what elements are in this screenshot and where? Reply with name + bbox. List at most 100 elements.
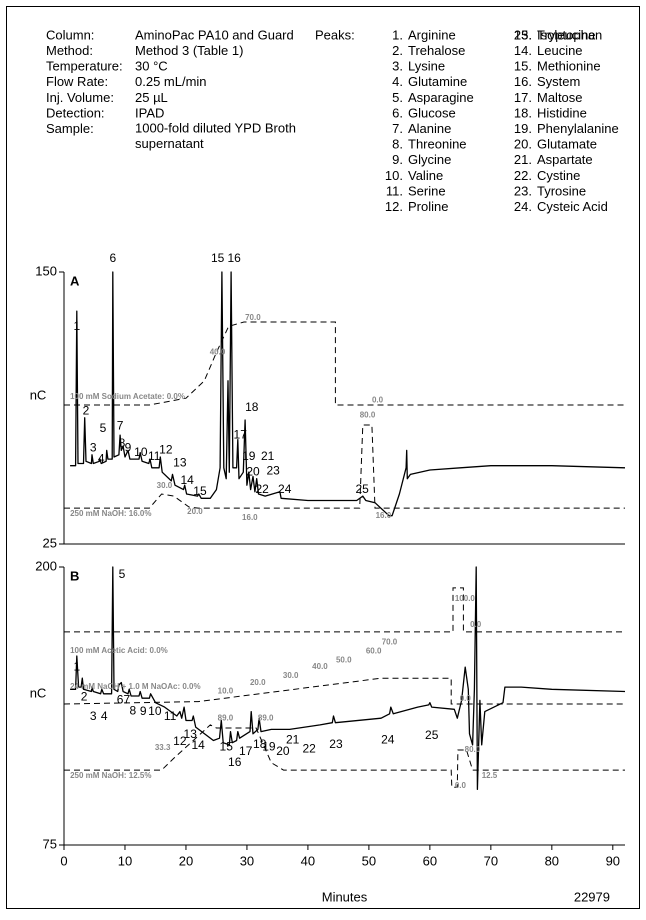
peak-label: 9 bbox=[125, 440, 132, 454]
condition-label: Flow Rate: bbox=[46, 74, 108, 89]
peak-name: Glutamine bbox=[408, 74, 467, 89]
gradient-line bbox=[64, 587, 625, 633]
peak-label: 25 bbox=[356, 482, 370, 496]
peak-number: 11. bbox=[386, 183, 403, 198]
x-tick-label: 40 bbox=[301, 853, 315, 868]
peak-name: Lysine bbox=[408, 59, 445, 74]
gradient-label: 16.0 bbox=[376, 511, 392, 520]
peak-name: Cysteic Acid bbox=[537, 199, 608, 214]
peak-number: 19. bbox=[514, 121, 532, 136]
peak-name: Isoleucine bbox=[537, 27, 596, 42]
gradient-label: 16.0 bbox=[242, 513, 258, 522]
gradient-label: 50.0 bbox=[336, 656, 352, 665]
peak-label: 15 bbox=[193, 484, 207, 498]
gradient-label: 24 mM NaOH + 1.0 M NaOAc: 0.0% bbox=[70, 682, 201, 691]
gradient-label: 30.0 bbox=[157, 481, 173, 490]
peak-label: 17 bbox=[239, 744, 253, 758]
condition-value-line: 1000-fold diluted YPD Broth bbox=[135, 121, 296, 136]
gradient-label: 89.0 bbox=[258, 713, 274, 722]
gradient-label: 70.0 bbox=[382, 638, 398, 647]
gradient-label: 33.3 bbox=[155, 743, 171, 752]
peak-label: 24 bbox=[278, 482, 292, 496]
peak-label: 6 bbox=[117, 693, 124, 707]
peak-number: 7. bbox=[392, 121, 403, 136]
peak-label: 19 bbox=[262, 739, 276, 753]
peak-label: 25 bbox=[425, 728, 439, 742]
peak-number: 5. bbox=[392, 90, 403, 105]
peak-name: Leucine bbox=[537, 43, 583, 58]
y-tick-label: 25 bbox=[43, 535, 57, 550]
peak-label: 8 bbox=[119, 436, 126, 450]
peak-label: 13 bbox=[184, 727, 198, 741]
y-axis-label: nC bbox=[30, 387, 47, 402]
peak-number: 24. bbox=[514, 199, 532, 214]
panel-label: A bbox=[70, 273, 80, 288]
frame bbox=[6, 6, 640, 909]
peak-label: 22 bbox=[302, 742, 316, 756]
condition-value-line: supernatant bbox=[135, 137, 204, 152]
condition-value: 1000-fold diluted YPD Broth supernatant bbox=[135, 121, 296, 152]
x-tick-label: 60 bbox=[423, 853, 437, 868]
peak-number: 17. bbox=[514, 90, 532, 105]
peak-number: 14. bbox=[514, 43, 532, 58]
gradient-label: 0.0 bbox=[460, 694, 472, 703]
gradient-label: 0.0 bbox=[372, 395, 384, 404]
peak-name: Valine bbox=[408, 168, 443, 183]
peak-name: Cystine bbox=[537, 168, 580, 183]
condition-label: Column: bbox=[46, 27, 94, 42]
condition-value: 30 °C bbox=[135, 59, 168, 74]
x-tick-label: 50 bbox=[362, 853, 376, 868]
peak-label: 21 bbox=[261, 449, 275, 463]
peak-label: 12 bbox=[159, 443, 173, 457]
peak-name: Alanine bbox=[408, 121, 451, 136]
gradient-label: 20.0 bbox=[187, 507, 203, 516]
peak-number: 25. bbox=[514, 27, 532, 42]
peak-label: 2 bbox=[83, 403, 90, 417]
peak-name: Aspartate bbox=[537, 152, 593, 167]
x-tick-label: 30 bbox=[240, 853, 254, 868]
peak-label: 7 bbox=[123, 693, 130, 707]
gradient-line bbox=[64, 424, 625, 509]
peak-label: 16 bbox=[227, 251, 241, 265]
peak-number: 12. bbox=[385, 199, 403, 214]
condition-label: Detection: bbox=[46, 105, 105, 120]
peak-name: Methionine bbox=[537, 59, 601, 74]
peak-label: 7 bbox=[117, 419, 124, 433]
peak-number: 10. bbox=[385, 168, 403, 183]
peak-label: 8 bbox=[130, 704, 137, 718]
gradient-label: 40.0 bbox=[210, 348, 226, 357]
peak-name: Glutamate bbox=[537, 137, 597, 152]
peak-label: 10 bbox=[148, 704, 162, 718]
condition-value: AminoPac PA10 and Guard bbox=[135, 27, 294, 42]
gradient-label: 70.0 bbox=[245, 313, 261, 322]
peak-label: 18 bbox=[253, 737, 267, 751]
peak-label: 9 bbox=[140, 704, 147, 718]
peak-number: 2. bbox=[392, 43, 403, 58]
gradient-label: 30.0 bbox=[283, 671, 299, 680]
peak-name: Serine bbox=[408, 183, 446, 198]
gradient-label: 100.0 bbox=[455, 594, 476, 603]
x-tick-label: 80 bbox=[545, 853, 559, 868]
condition-value: 25 µL bbox=[135, 90, 168, 105]
peak-label: 22 bbox=[255, 482, 269, 496]
peak-label: 4 bbox=[101, 709, 108, 723]
peak-label: 1 bbox=[73, 319, 80, 333]
peak-label: 5 bbox=[100, 421, 107, 435]
peak-label: 20 bbox=[276, 744, 290, 758]
condition-label: Temperature: bbox=[46, 59, 123, 74]
peak-number: 13. bbox=[514, 27, 532, 42]
figure-id: 22979 bbox=[574, 889, 610, 904]
gradient-label: 89.0 bbox=[218, 713, 234, 722]
y-tick-label: 75 bbox=[43, 836, 57, 851]
peak-label: 23 bbox=[329, 737, 343, 751]
peak-number: 21. bbox=[514, 152, 532, 167]
peak-name: Proline bbox=[408, 199, 448, 214]
peak-name: Tryptophan bbox=[537, 27, 602, 42]
condition-label: Inj. Volume: bbox=[46, 90, 114, 105]
peak-name: Arginine bbox=[408, 27, 456, 42]
gradient-line bbox=[64, 724, 625, 788]
x-tick-label: 90 bbox=[606, 853, 620, 868]
peak-label: 2 bbox=[81, 689, 88, 703]
x-tick-label: 70 bbox=[484, 853, 498, 868]
